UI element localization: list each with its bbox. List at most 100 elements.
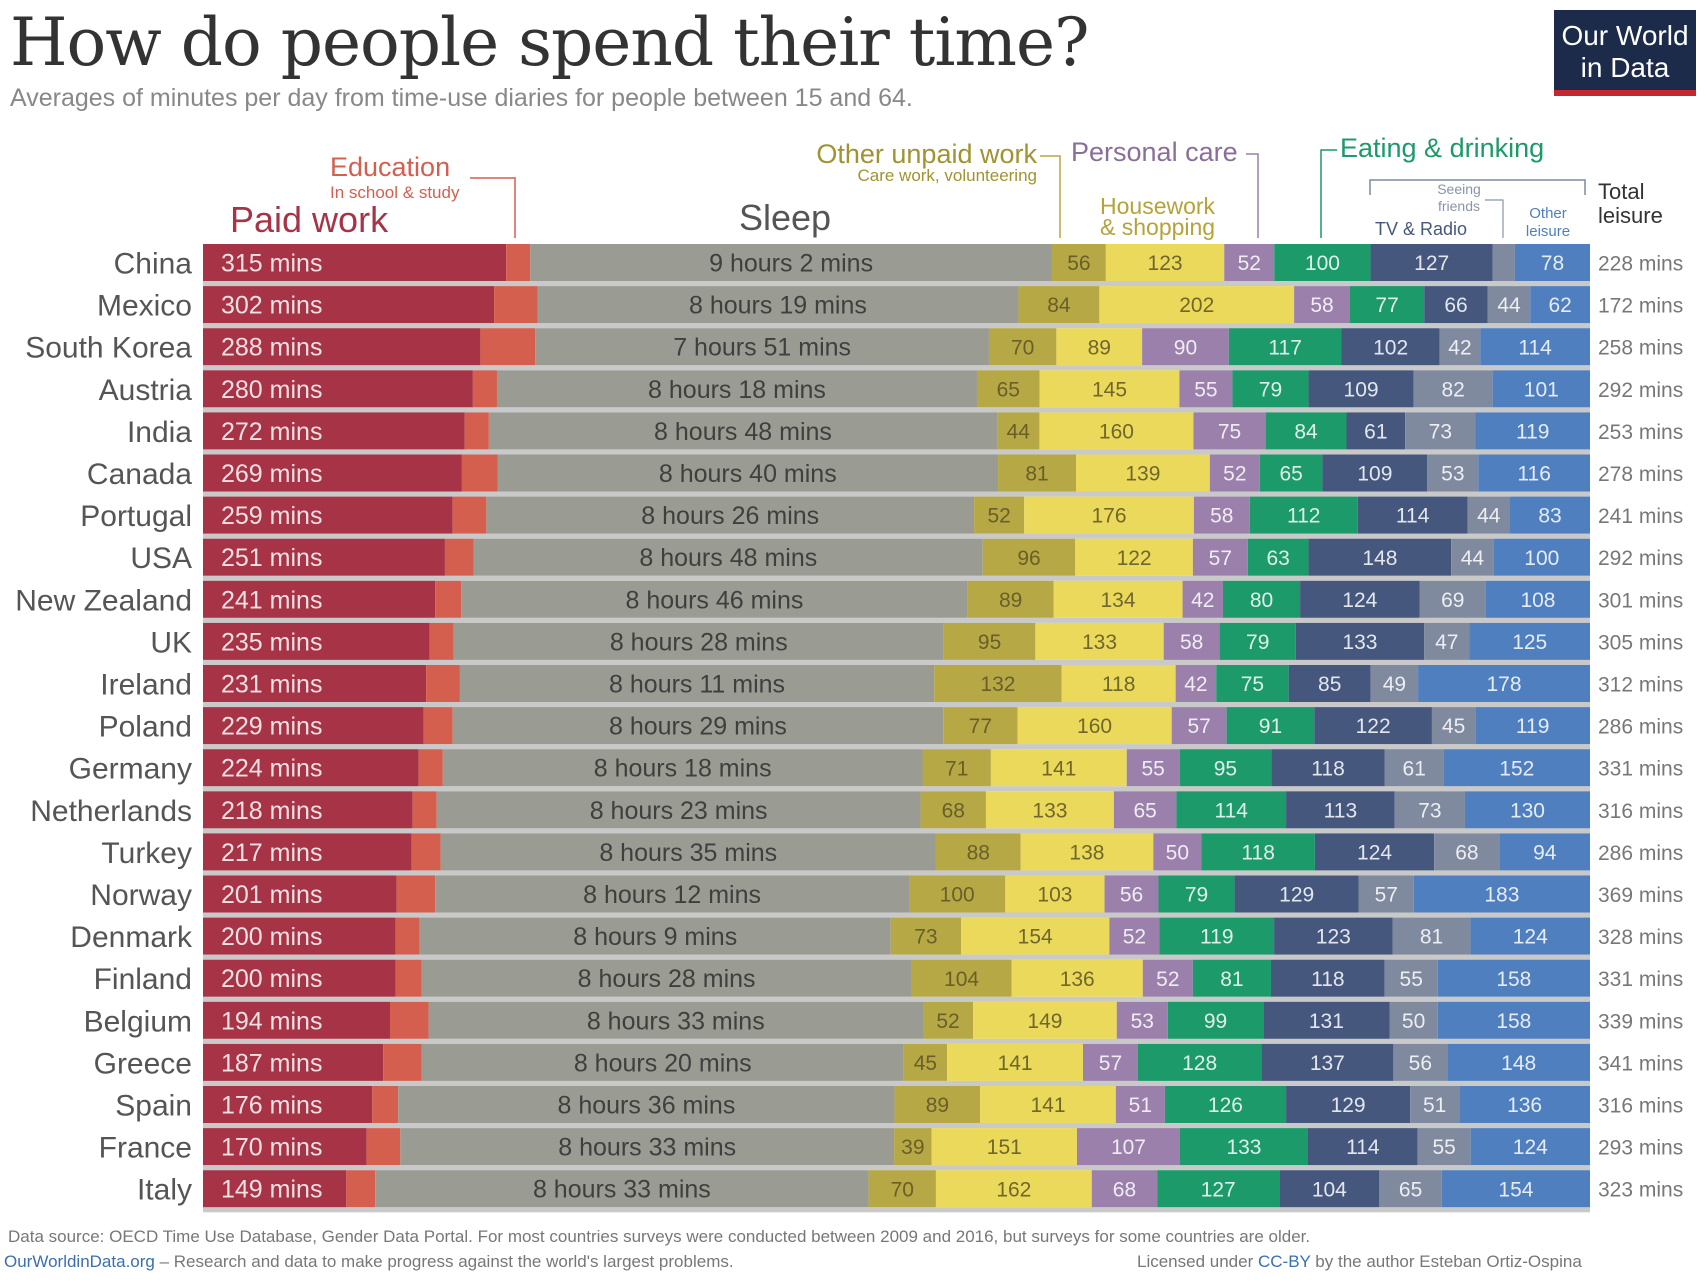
bar-segment-housework [931,1128,1077,1166]
data-label-other-leisure: 148 [1501,1052,1536,1075]
bar-segment-eating [1226,707,1315,745]
country-label: Ireland [100,669,192,702]
bar-segment-housework [990,749,1127,787]
data-label-paid-work: 280 mins [221,376,322,404]
country-label: Italy [137,1174,192,1207]
total-leisure-label: 323 mins [1598,1179,1683,1202]
data-label-housework: 103 [1037,884,1072,907]
data-label-other-unpaid: 70 [1011,336,1034,359]
data-label-paid-work: 259 mins [221,502,322,530]
bar-segment-other-leisure [1478,454,1590,492]
data-label-tv-radio: 148 [1362,547,1397,570]
footer-credit: OurWorldinData.org – Research and data t… [4,1252,734,1272]
bar-segment-housework [985,791,1114,829]
data-label-eating: 77 [1375,294,1398,317]
bar-segment-education [396,875,436,913]
data-label-personal-care: 57 [1099,1052,1122,1075]
bar-segment-education [429,622,454,660]
bar-segment-education [389,1001,429,1039]
data-label-housework: 141 [1030,1094,1065,1117]
bar-segment-other-unpaid [943,707,1018,745]
data-label-sleep: 9 hours 2 mins [709,250,873,278]
bar-segment-eating [1274,244,1371,281]
data-label-other-unpaid: 84 [1047,294,1071,317]
bar-segment-seeing-friends [1413,370,1493,408]
bar-segment-eating [1216,665,1289,702]
bar-segment-housework [1105,244,1225,281]
data-label-housework: 160 [1099,420,1134,443]
chart-subtitle: Averages of minutes per day from time-us… [10,84,913,112]
bar-segment-personal-care [1163,622,1220,660]
data-label-eating: 100 [1305,252,1340,275]
bar-segment-personal-care [1175,665,1217,702]
legend-other-leisure-line2: leisure [1526,223,1570,240]
license-note: Licensed under CC-BY by the author Esteb… [1137,1252,1582,1272]
bar-segment-paid-work [203,1043,384,1081]
data-label-paid-work: 229 mins [221,713,322,741]
data-label-seeing-friends: 45 [1442,715,1465,738]
bar-segment-education [464,412,489,450]
data-label-eating: 119 [1200,926,1233,949]
bar-segment-seeing-friends [1358,875,1414,913]
bar-segment-education [461,454,498,492]
data-label-tv-radio: 114 [1396,505,1430,528]
data-label-paid-work: 235 mins [221,628,322,656]
owid-logo[interactable]: Our World in Data [1554,10,1696,96]
data-label-seeing-friends: 73 [1429,420,1452,443]
data-label-housework: 138 [1069,841,1104,864]
data-label-other-leisure: 62 [1548,294,1571,317]
data-label-personal-care: 56 [1120,884,1143,907]
bar-segment-seeing-friends [1487,286,1531,324]
data-label-other-leisure: 119 [1516,715,1549,738]
total-leisure-label: 228 mins [1598,253,1683,276]
logo-line-2: in Data [1580,52,1670,83]
data-label-other-unpaid: 73 [914,926,937,949]
data-label-other-leisure: 136 [1507,1094,1542,1117]
data-label-seeing-friends: 81 [1420,926,1443,949]
data-label-other-unpaid: 45 [914,1052,937,1075]
country-label: Greece [94,1047,192,1080]
country-label: Finland [94,963,192,996]
data-label-seeing-friends: 50 [1402,1010,1425,1033]
total-leisure-label: 339 mins [1598,1010,1683,1033]
country-label: Austria [99,374,193,407]
bar-segment-other-leisure [1464,791,1590,829]
data-label-other-leisure: 100 [1524,547,1559,570]
bar-segment-housework [980,1086,1116,1123]
bar-segment-seeing-friends [1392,917,1471,955]
bar-segment-seeing-friends [1417,1128,1471,1166]
bar-segment-education [412,791,437,829]
license-link[interactable]: CC-BY [1257,1252,1311,1271]
bar-segment-seeing-friends [1434,833,1500,871]
row-separator [203,323,1590,329]
bar-segment-personal-care [1193,496,1250,534]
data-label-sleep: 8 hours 33 mins [558,1134,736,1162]
bar-segment-personal-care [1115,1086,1165,1123]
bar-segment-paid-work [203,833,412,871]
data-label-seeing-friends: 57 [1375,884,1398,907]
bar-segment-other-unpaid [909,875,1006,913]
total-leisure-label: 305 mins [1598,631,1683,654]
bar-segment-eating [1349,286,1425,324]
bar-segment-other-unpaid [868,1170,936,1208]
bar-segment-housework [973,1001,1117,1039]
bar-segment-other-unpaid [894,1086,981,1123]
legend-seeing-friends: Seeing [1437,181,1481,197]
data-label-paid-work: 302 mins [221,292,322,320]
data-label-other-unpaid: 44 [1007,420,1031,443]
data-label-housework: 176 [1092,505,1127,528]
bar-segment-other-leisure [1475,707,1590,745]
country-label: France [99,1132,192,1165]
data-label-other-leisure: 124 [1513,1136,1548,1159]
owid-site-link[interactable]: OurWorldinData.org [4,1252,155,1271]
data-label-seeing-friends: 68 [1455,841,1478,864]
bar-segment-sleep [535,328,989,366]
data-label-paid-work: 269 mins [221,460,322,488]
data-label-personal-care: 42 [1184,673,1207,696]
data-label-eating: 79 [1246,631,1269,654]
data-label-eating: 117 [1268,336,1301,359]
data-label-housework: 122 [1117,547,1152,570]
bar-segment-eating [1179,749,1272,787]
bar-segment-sleep [398,1086,895,1123]
data-label-sleep: 8 hours 40 mins [659,460,837,488]
